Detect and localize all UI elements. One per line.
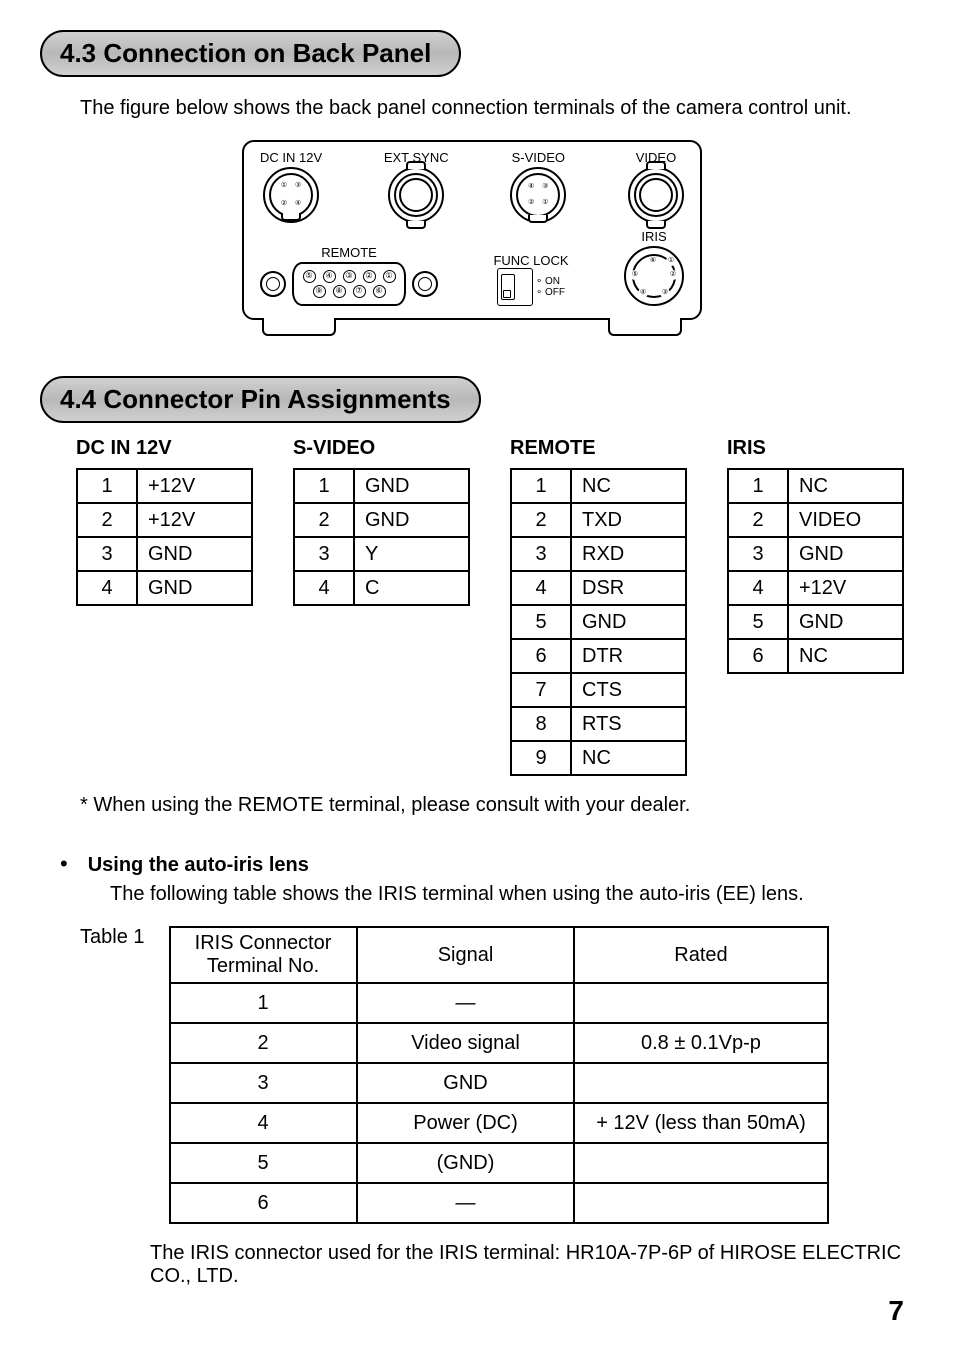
label-dc-in: DC IN 12V xyxy=(260,150,322,165)
table-row: 2+12V xyxy=(77,503,252,537)
table-row: 3GND xyxy=(77,537,252,571)
label-remote: REMOTE xyxy=(321,245,377,260)
table-row: 9NC xyxy=(511,741,686,775)
back-panel-diagram: DC IN 12V ① ③ ② ④ EXT SYNC xyxy=(40,140,904,336)
table-row: 5(GND) xyxy=(170,1143,828,1183)
auto-iris-heading: • Using the auto-iris lens xyxy=(60,851,904,877)
table-row: 6DTR xyxy=(511,639,686,673)
table-1-label: Table 1 xyxy=(80,926,145,949)
table-row: 1— xyxy=(170,983,828,1023)
label-func-lock: FUNC LOCK xyxy=(493,253,568,268)
bullet-icon: • xyxy=(60,851,68,877)
pin-assignment-tables: DC IN 12V 1+12V2+12V3GND4GND S-VIDEO 1GN… xyxy=(76,437,904,776)
section-4-3-header: 4.3 Connection on Back Panel xyxy=(40,30,461,77)
func-lock-switch: FUNC LOCK ∘ ON ∘ OFF xyxy=(493,253,568,306)
pin-table-dc: DC IN 12V 1+12V2+12V3GND4GND xyxy=(76,437,253,606)
label-switch-off: ∘ OFF xyxy=(536,287,565,298)
section-4-4-header: 4.4 Connector Pin Assignments xyxy=(40,376,481,423)
page-number: 7 xyxy=(888,1295,904,1327)
connector-ext-sync: EXT SYNC xyxy=(384,150,449,223)
table-header-row: IRIS ConnectorTerminal No.SignalRated xyxy=(170,927,828,983)
table-row: 4DSR xyxy=(511,571,686,605)
auto-iris-heading-text: Using the auto-iris lens xyxy=(88,854,309,877)
section-4-3-intro: The figure below shows the back panel co… xyxy=(80,97,904,120)
table-row: 6NC xyxy=(728,639,903,673)
table-row: 1GND xyxy=(294,469,469,503)
iris-connector-note: The IRIS connector used for the IRIS ter… xyxy=(150,1242,910,1288)
table-row: 4GND xyxy=(77,571,252,605)
table-row: 1+12V xyxy=(77,469,252,503)
table-row: 3GND xyxy=(728,537,903,571)
pin-table-iris-title: IRIS xyxy=(727,437,904,460)
connector-s-video: S-VIDEO ④ ③ ② ① xyxy=(510,150,566,223)
table-row: 3RXD xyxy=(511,537,686,571)
table-row: 4C xyxy=(294,571,469,605)
table-row: 4Power (DC)+ 12V (less than 50mA) xyxy=(170,1103,828,1143)
table-row: 7CTS xyxy=(511,673,686,707)
connector-dc-in-12v: DC IN 12V ① ③ ② ④ xyxy=(260,150,322,223)
pin-table-svideo-title: S-VIDEO xyxy=(293,437,470,460)
page: 4.3 Connection on Back Panel The figure … xyxy=(0,0,954,1347)
connector-video: VIDEO xyxy=(628,150,684,223)
label-iris: IRIS xyxy=(641,229,666,244)
table-row: 3Y xyxy=(294,537,469,571)
table-row: 2Video signal0.8 ± 0.1Vp-p xyxy=(170,1023,828,1063)
table-row: 2TXD xyxy=(511,503,686,537)
table-row: 3GND xyxy=(170,1063,828,1103)
connector-iris: IRIS ⑥ ① ⑤ ② ④ ③ xyxy=(624,229,684,306)
table-row: 5GND xyxy=(728,605,903,639)
pin-table-remote-title: REMOTE xyxy=(510,437,687,460)
table-row: 5GND xyxy=(511,605,686,639)
pin-table-iris: IRIS 1NC2VIDEO3GND4+12V5GND6NC xyxy=(727,437,904,674)
remote-note: * When using the REMOTE terminal, please… xyxy=(80,794,904,817)
label-s-video: S-VIDEO xyxy=(512,150,565,165)
table-row: 8RTS xyxy=(511,707,686,741)
iris-lens-table: IRIS ConnectorTerminal No.SignalRated1—2… xyxy=(169,926,829,1224)
table-row: 1NC xyxy=(511,469,686,503)
connector-remote: REMOTE ⑤④③②① ⑨⑧⑦⑥ xyxy=(260,245,438,306)
table-row: 4+12V xyxy=(728,571,903,605)
pin-table-dc-title: DC IN 12V xyxy=(76,437,253,460)
table-row: 6— xyxy=(170,1183,828,1223)
table-1-row: Table 1 IRIS ConnectorTerminal No.Signal… xyxy=(80,926,904,1224)
panel-foot-icon xyxy=(262,318,336,336)
db9-screw-icon xyxy=(412,271,438,297)
panel-foot-icon xyxy=(608,318,682,336)
table-row: 2VIDEO xyxy=(728,503,903,537)
pin-table-remote: REMOTE 1NC2TXD3RXD4DSR5GND6DTR7CTS8RTS9N… xyxy=(510,437,687,776)
pin-table-svideo: S-VIDEO 1GND2GND3Y4C xyxy=(293,437,470,606)
table-row: 1NC xyxy=(728,469,903,503)
auto-iris-text: The following table shows the IRIS termi… xyxy=(110,883,904,906)
label-switch-on: ∘ ON xyxy=(536,276,565,287)
db9-screw-icon xyxy=(260,271,286,297)
table-row: 2GND xyxy=(294,503,469,537)
